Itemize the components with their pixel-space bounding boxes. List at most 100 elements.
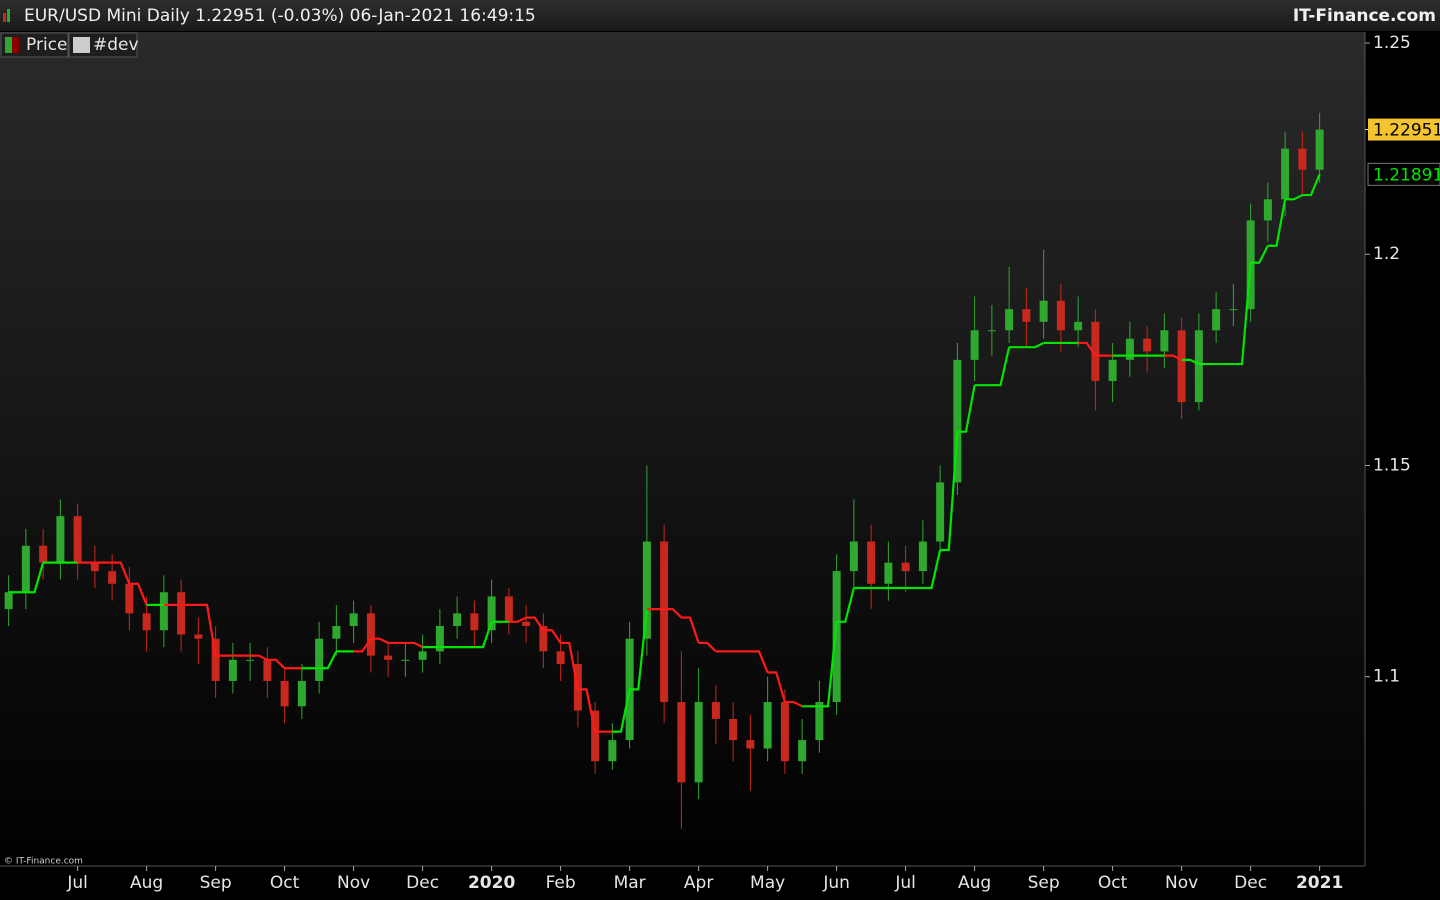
header-icon	[3, 13, 6, 22]
candle-body	[694, 702, 703, 783]
legend-label: #dev	[93, 35, 139, 55]
dev-badge	[1367, 162, 1440, 186]
candle-body	[1091, 321, 1100, 381]
dev-line-segment	[1164, 354, 1183, 361]
x-tick-label: Jul	[894, 873, 916, 893]
x-tick-label: 2020	[468, 873, 515, 893]
candle-body	[832, 571, 841, 703]
dev-line-segment	[664, 608, 683, 619]
candle-body	[815, 702, 824, 741]
candle-body	[729, 718, 738, 741]
dev-line-segment	[957, 385, 976, 433]
candle-body	[642, 541, 651, 639]
x-tick-label: Apr	[684, 873, 713, 893]
dev-line-segment	[1026, 341, 1045, 349]
legend-swatch	[12, 37, 19, 53]
dev-line-segment	[1078, 341, 1097, 357]
dev-line-segment	[1267, 199, 1287, 247]
y-tick-label: 1.15	[1373, 455, 1411, 475]
dev-line-segment	[112, 561, 131, 585]
x-tick-label: Oct	[1098, 873, 1128, 893]
candle-body	[108, 571, 117, 584]
dev-line-segment	[836, 587, 855, 623]
candle-body	[1108, 359, 1117, 381]
candle-body	[177, 592, 186, 635]
header-icon	[7, 9, 10, 22]
candle-body	[522, 621, 531, 627]
candle-body	[849, 541, 858, 572]
dev-series	[8, 173, 1321, 733]
candle-body	[418, 651, 427, 660]
candle-body	[953, 359, 962, 483]
x-tick-label: Jun	[822, 873, 850, 893]
dev-line-segment	[129, 582, 148, 606]
candle-body	[970, 330, 979, 360]
candle-body	[315, 638, 324, 681]
candle-body	[504, 596, 513, 622]
x-tick-label: Dec	[1234, 873, 1267, 893]
candle-body	[987, 330, 996, 332]
candle-body	[435, 626, 444, 652]
candle-body	[780, 702, 789, 762]
dev-line-segment	[922, 549, 942, 590]
candle-body	[660, 541, 669, 703]
candle-body	[366, 613, 375, 656]
dev-line-segment	[353, 638, 372, 653]
candle-body	[746, 740, 755, 749]
candle-body	[608, 740, 617, 762]
dev-line-segment	[1285, 194, 1303, 201]
x-tick-label: Dec	[406, 873, 439, 893]
price-badge-label: 1.22951	[1373, 121, 1440, 141]
x-tick-label: Oct	[270, 873, 300, 893]
dev-line-segment	[1302, 173, 1321, 197]
candle-body	[1074, 321, 1083, 331]
dev-line-segment	[991, 346, 1011, 387]
dev-line-segment	[629, 609, 648, 691]
y-tick-label: 1.25	[1373, 33, 1411, 53]
candle-body	[539, 626, 548, 652]
candle-body	[142, 613, 151, 631]
x-tick-label: Aug	[958, 873, 991, 893]
candle-body	[453, 613, 462, 627]
dev-line-segment	[681, 616, 700, 644]
dev-line-segment	[612, 689, 631, 733]
dev-line-segment	[405, 641, 424, 649]
dev-line-segment	[819, 621, 838, 708]
candle-body	[918, 541, 927, 572]
candle-body	[228, 659, 237, 681]
candle-body	[556, 651, 565, 665]
candle-body	[1056, 300, 1065, 331]
candle-body	[1143, 338, 1152, 352]
dev-line-segment	[750, 650, 769, 673]
price-series	[4, 112, 1324, 829]
dev-line-segment	[25, 562, 45, 594]
candle-body	[1298, 148, 1307, 170]
dev-line-segment	[784, 700, 803, 708]
candle-body	[56, 516, 65, 563]
x-tick-label: Nov	[337, 873, 370, 893]
dev-line-segment	[698, 641, 717, 653]
candle-body	[1039, 300, 1048, 322]
legend-swatch	[73, 37, 90, 53]
candle-body	[1263, 199, 1272, 221]
candle-body	[936, 482, 945, 542]
candle-body	[125, 583, 134, 614]
candle-body	[763, 702, 772, 749]
dev-line-segment	[577, 688, 597, 732]
candle-body	[1160, 330, 1169, 352]
candle-body	[349, 613, 358, 627]
x-tick-label: Nov	[1165, 873, 1198, 893]
candle-body	[194, 634, 203, 639]
dev-line-segment	[319, 650, 338, 670]
chart-title: EUR/USD Mini Daily 1.22951 (-0.03%) 06-J…	[24, 6, 536, 26]
dev-line-segment	[474, 621, 493, 649]
y-tick-label: 1.1	[1373, 667, 1400, 687]
candle-body	[867, 541, 876, 584]
candle-body	[280, 680, 289, 707]
header-bar	[0, 0, 1440, 31]
dev-line-segment	[370, 637, 389, 644]
dev-line-segment	[560, 641, 579, 690]
candle-body	[1005, 309, 1014, 331]
